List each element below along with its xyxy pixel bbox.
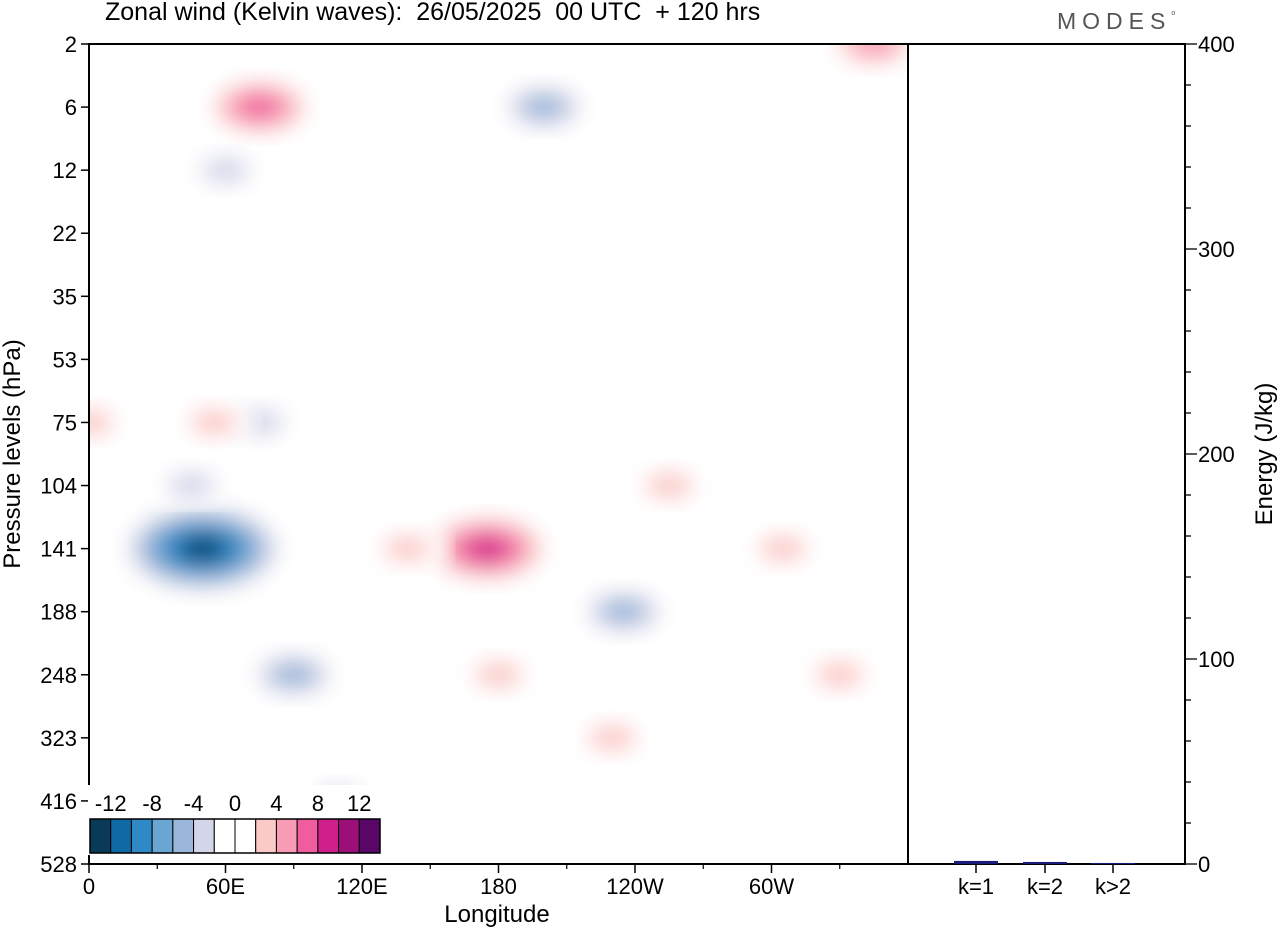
x-tick-label: 120E: [336, 874, 387, 899]
y-tick-label: 35: [53, 284, 77, 309]
energy-bar: [1091, 862, 1135, 864]
wind-anomaly: [89, 400, 129, 445]
colorbar-label: -12: [95, 791, 127, 816]
contour-band: [852, 44, 895, 56]
y-tick-label: 53: [53, 347, 77, 372]
x-tick-label: 60E: [206, 874, 245, 899]
wind-anomaly: [201, 75, 318, 140]
contour-band: [474, 661, 523, 688]
y-tick-label: 188: [40, 600, 77, 625]
colorbar-label: 0: [229, 791, 241, 816]
contour-band: [89, 409, 113, 436]
y-tick-label: 75: [53, 410, 77, 435]
wind-anomaly: [458, 652, 539, 697]
colorbar-swatch: [296, 818, 319, 854]
bar-category-label: k>2: [1095, 874, 1131, 899]
colorbar-label: 12: [347, 791, 371, 816]
wind-anomaly: [629, 463, 710, 508]
contour-band: [383, 535, 432, 562]
y-tick-label: 528: [40, 852, 77, 877]
y-tick-label: 416: [40, 789, 77, 814]
y-tick-label: 6: [65, 95, 77, 120]
wind-anomaly: [117, 501, 288, 596]
colorbar-frame: [89, 818, 381, 854]
colorbar-swatch: [275, 818, 298, 854]
contour-band: [468, 538, 506, 559]
contour-band: [815, 661, 864, 688]
colorbar-swatch: [213, 818, 236, 854]
colorbar-label: -8: [142, 791, 162, 816]
colorbar-swatch: [130, 818, 153, 854]
colorbar-swatch: [255, 818, 277, 854]
contour-band: [185, 539, 220, 559]
y-tick-label: 22: [53, 221, 77, 246]
wind-anomaly: [174, 400, 255, 445]
wind-anomaly: [151, 463, 232, 508]
chart-title: Zonal wind (Kelvin waves): 26/05/2025 00…: [105, 0, 761, 26]
energy-tick-label: 400: [1198, 32, 1235, 57]
wind-anomaly: [574, 584, 673, 639]
wind-anomaly: [244, 647, 343, 702]
colorbar-label: 4: [270, 791, 282, 816]
energy-tick-label: 100: [1198, 647, 1235, 672]
wind-anomaly: [572, 715, 653, 760]
contour-band: [588, 724, 637, 752]
colorbar-label: 8: [312, 791, 324, 816]
contour-band: [167, 472, 216, 499]
y-tick-label: 12: [53, 158, 77, 183]
wind-anomaly: [495, 80, 593, 135]
colorbar-label: -4: [184, 791, 204, 816]
contour-band: [602, 600, 645, 624]
y-tick-label: 323: [40, 726, 77, 751]
y-tick-label: 104: [40, 474, 77, 499]
wind-anomaly: [185, 148, 266, 193]
wind-anomaly: [367, 526, 448, 571]
energy-bar: [954, 860, 998, 864]
y-axis-label: Pressure levels (hPa): [0, 339, 26, 568]
colorbar-swatch: [358, 818, 381, 854]
colorbar-swatch: [151, 818, 174, 854]
wind-anomaly: [742, 526, 823, 571]
colorbar-swatch: [234, 818, 257, 854]
brand-logo: MODESo: [1057, 8, 1176, 34]
x-axis-label: Longitude: [444, 901, 549, 928]
x-tick-label: 60W: [749, 874, 794, 899]
bar-category-label: k=1: [958, 874, 994, 899]
y-tick-label: 141: [40, 537, 77, 562]
x-tick-label: 180: [480, 874, 517, 899]
contour-band: [645, 472, 694, 499]
energy-tick-label: 300: [1198, 237, 1235, 262]
energy-tick-label: 0: [1198, 852, 1210, 877]
energy-axis-label: Energy (J/kg): [1251, 383, 1278, 526]
contour-band: [201, 156, 250, 184]
contour-band: [272, 663, 315, 687]
colorbar-swatch: [193, 818, 215, 854]
energy-panel-frame: [907, 43, 1186, 865]
colorbar-swatch: [89, 818, 112, 854]
colorbar-swatch: [110, 818, 132, 854]
colorbar: -12 -8 -4 0 4 8 12: [88, 785, 382, 855]
wind-anomaly: [799, 652, 880, 697]
x-tick-label: 120W: [606, 874, 664, 899]
energy-bar: [1023, 861, 1067, 864]
colorbar-swatch: [172, 818, 195, 854]
y-tick-label: 248: [40, 663, 77, 688]
contour-field: [89, 44, 908, 823]
contour-band: [523, 95, 565, 119]
wind-anomaly: [824, 44, 908, 71]
colorbar-swatch: [317, 818, 340, 854]
colorbar-swatch: [338, 818, 360, 854]
contour-band: [190, 409, 239, 436]
bar-category-label: k=2: [1027, 874, 1063, 899]
contour-band: [758, 535, 807, 562]
contour-band: [240, 96, 279, 118]
x-tick-label: 0: [83, 874, 95, 899]
wind-anomaly: [420, 511, 555, 586]
energy-tick-label: 200: [1198, 442, 1235, 467]
y-tick-label: 2: [65, 32, 77, 57]
